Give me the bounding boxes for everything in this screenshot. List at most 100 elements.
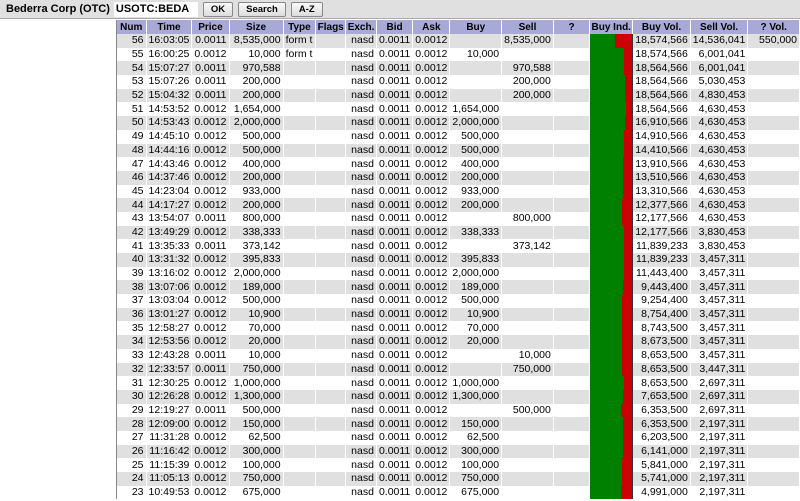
table-row[interactable]: 55 16:00:25 0.0012 10,000 form t nasd 0.0011 0.… bbox=[116, 47, 800, 62]
table-row[interactable]: 44 14:17:27 0.0012 200,000 nasd 0.0011 0.0012 2… bbox=[116, 198, 800, 212]
table-row[interactable]: 37 13:03:04 0.0012 500,000 nasd 0.0011 0.0012 5… bbox=[116, 294, 800, 308]
cell-time: 12:53:56 bbox=[146, 335, 193, 349]
cell-num: 45 bbox=[116, 184, 147, 199]
cell-price: 0.0012 bbox=[191, 294, 230, 308]
table-row[interactable]: 39 13:16:02 0.0012 2,000,000 nasd 0.0011 0.001… bbox=[116, 266, 800, 281]
table-row[interactable]: 52 15:04:32 0.0011 200,000 nasd 0.0011 0.0012 2… bbox=[116, 88, 800, 103]
table-row[interactable]: 48 14:44:16 0.0012 500,000 nasd 0.0011 0.0012 5… bbox=[116, 143, 800, 158]
column-header[interactable]: Buy Ind. bbox=[589, 20, 634, 34]
cell--vol bbox=[747, 75, 800, 89]
column-header[interactable]: Time bbox=[146, 20, 193, 34]
column-header[interactable]: Sell bbox=[501, 20, 554, 34]
buy-indicator-fill bbox=[590, 444, 623, 459]
cell-sell bbox=[501, 335, 554, 349]
cell-sell-vol: 3,457,311 bbox=[690, 321, 749, 336]
cell-buy-vol: 13,510,566 bbox=[632, 170, 691, 185]
table-row[interactable]: 49 14:45:10 0.0012 500,000 nasd 0.0011 0.0012 5… bbox=[116, 129, 800, 144]
cell- bbox=[553, 170, 591, 185]
symbol-input[interactable] bbox=[113, 1, 198, 17]
buy-indicator-fill bbox=[590, 61, 624, 76]
table-row[interactable]: 33 12:43:28 0.0011 10,000 nasd 0.0011 0.0012 10… bbox=[116, 348, 800, 363]
table-row[interactable]: 31 12:30:25 0.0012 1,000,000 nasd 0.0011 0.001… bbox=[116, 376, 800, 390]
table-row[interactable]: 38 13:07:06 0.0012 189,000 nasd 0.0011 0.0012 1… bbox=[116, 280, 800, 295]
cell-buy-vol: 18,564,566 bbox=[632, 88, 691, 103]
column-header[interactable]: Buy bbox=[449, 20, 503, 34]
cell-time: 13:31:32 bbox=[146, 253, 193, 267]
table-row[interactable]: 36 13:01:27 0.0012 10,900 nasd 0.0011 0.0012 10… bbox=[116, 307, 800, 322]
cell-price: 0.0012 bbox=[191, 266, 230, 281]
column-header[interactable]: Size bbox=[229, 20, 284, 34]
a-z-button[interactable]: A-Z bbox=[290, 1, 323, 17]
cell-size: 500,000 bbox=[229, 294, 284, 308]
table-row[interactable]: 45 14:23:04 0.0012 933,000 nasd 0.0011 0.0012 9… bbox=[116, 184, 800, 199]
cell-time: 14:53:52 bbox=[146, 102, 193, 117]
trades-table: Num Time Price Size Type Flags Exch. Bid Ask Buy S… bbox=[116, 20, 800, 500]
cell-size: 750,000 bbox=[229, 362, 284, 377]
cell-sell bbox=[501, 266, 554, 281]
table-row[interactable]: 28 12:09:00 0.0012 150,000 nasd 0.0011 0.0012 1… bbox=[116, 417, 800, 431]
table-row[interactable]: 27 11:31:28 0.0012 62,500 nasd 0.0011 0.0012 62… bbox=[116, 430, 800, 445]
column-header[interactable]: Ask bbox=[412, 20, 451, 34]
cell-num: 50 bbox=[116, 116, 147, 130]
ok-button[interactable]: OK bbox=[202, 1, 234, 17]
table-row[interactable]: 54 15:07:27 0.0011 970,588 nasd 0.0011 0.0012 9… bbox=[116, 61, 800, 76]
buy-indicator-fill bbox=[590, 335, 622, 349]
cell-type bbox=[283, 430, 317, 445]
cell-exch: nasd bbox=[345, 417, 377, 431]
cell-exch: nasd bbox=[345, 157, 377, 171]
table-row[interactable]: 56 16:03:05 0.0011 8,535,000 form t nasd 0.001… bbox=[116, 34, 800, 48]
table-row[interactable]: 53 15:07:26 0.0011 200,000 nasd 0.0011 0.0012 2… bbox=[116, 75, 800, 89]
table-row[interactable]: 32 12:33:57 0.0011 750,000 nasd 0.0011 0.0012 7… bbox=[116, 362, 800, 377]
column-header[interactable]: Flags bbox=[315, 20, 347, 34]
cell-type bbox=[283, 403, 317, 418]
cell-buy: 1,654,000 bbox=[449, 102, 503, 117]
table-row[interactable]: 23 10:49:53 0.0012 675,000 nasd 0.0011 0.0012 6… bbox=[116, 485, 800, 500]
cell-buy-vol: 8,673,500 bbox=[632, 335, 691, 349]
column-header[interactable]: Type bbox=[283, 20, 317, 34]
table-row[interactable]: 46 14:37:46 0.0012 200,000 nasd 0.0011 0.0012 2… bbox=[116, 170, 800, 185]
cell-flags bbox=[315, 102, 347, 117]
column-header[interactable]: Buy Vol. bbox=[632, 20, 691, 34]
table-row[interactable]: 30 12:26:28 0.0012 1,300,000 nasd 0.0011 0.001… bbox=[116, 389, 800, 404]
column-header[interactable]: Num bbox=[116, 20, 147, 34]
table-row[interactable]: 40 13:31:32 0.0012 395,833 nasd 0.0011 0.0012 3… bbox=[116, 253, 800, 267]
cell-exch: nasd bbox=[345, 403, 377, 418]
cell-sell bbox=[501, 417, 554, 431]
buy-indicator-fill bbox=[590, 34, 615, 48]
cell-exch: nasd bbox=[345, 239, 377, 253]
cell-buy-vol: 18,564,566 bbox=[632, 102, 691, 117]
column-header[interactable]: ? bbox=[553, 20, 591, 34]
cell-size: 400,000 bbox=[229, 157, 284, 171]
table-row[interactable]: 41 13:35:33 0.0011 373,142 nasd 0.0011 0.0012 3… bbox=[116, 239, 800, 253]
cell-time: 13:49:29 bbox=[146, 225, 193, 240]
table-row[interactable]: 34 12:53:56 0.0012 20,000 nasd 0.0011 0.0012 20… bbox=[116, 335, 800, 349]
table-row[interactable]: 25 11:15:39 0.0012 100,000 nasd 0.0011 0.0012 1… bbox=[116, 458, 800, 472]
cell-flags bbox=[315, 253, 347, 267]
cell-type bbox=[283, 198, 317, 212]
table-row[interactable]: 24 11:05:13 0.0012 750,000 nasd 0.0011 0.0012 7… bbox=[116, 472, 800, 486]
cell-buy: 200,000 bbox=[449, 198, 503, 212]
table-row[interactable]: 47 14:43:46 0.0012 400,000 nasd 0.0011 0.0012 4… bbox=[116, 157, 800, 171]
cell-price: 0.0012 bbox=[191, 198, 230, 212]
cell-sell bbox=[501, 430, 554, 445]
search-button[interactable]: Search bbox=[238, 1, 286, 17]
table-row[interactable]: 43 13:54:07 0.0011 800,000 nasd 0.0011 0.0012 8… bbox=[116, 211, 800, 226]
table-row[interactable]: 51 14:53:52 0.0012 1,654,000 nasd 0.0011 0.001… bbox=[116, 102, 800, 117]
column-header[interactable]: Price bbox=[191, 20, 230, 34]
column-header[interactable]: ? Vol. bbox=[747, 20, 800, 34]
table-row[interactable]: 50 14:53:43 0.0012 2,000,000 nasd 0.0011 0.001… bbox=[116, 116, 800, 130]
cell-ask: 0.0012 bbox=[412, 253, 451, 267]
table-row[interactable]: 29 12:19:27 0.0011 500,000 nasd 0.0011 0.0012 5… bbox=[116, 403, 800, 418]
column-header[interactable]: Exch. bbox=[345, 20, 377, 34]
cell-time: 13:01:27 bbox=[146, 307, 193, 322]
buy-indicator-fill bbox=[590, 157, 624, 171]
table-row[interactable]: 26 11:16:42 0.0012 300,000 nasd 0.0011 0.0012 3… bbox=[116, 444, 800, 459]
column-header[interactable]: Bid bbox=[376, 20, 414, 34]
table-row[interactable]: 35 12:58:27 0.0012 70,000 nasd 0.0011 0.0012 70… bbox=[116, 321, 800, 336]
cell-exch: nasd bbox=[345, 116, 377, 130]
cell-time: 15:07:27 bbox=[146, 61, 193, 76]
cell-buy bbox=[449, 75, 503, 89]
table-row[interactable]: 42 13:49:29 0.0012 338,333 nasd 0.0011 0.0012 3… bbox=[116, 225, 800, 240]
cell-sell bbox=[501, 102, 554, 117]
column-header[interactable]: Sell Vol. bbox=[690, 20, 749, 34]
